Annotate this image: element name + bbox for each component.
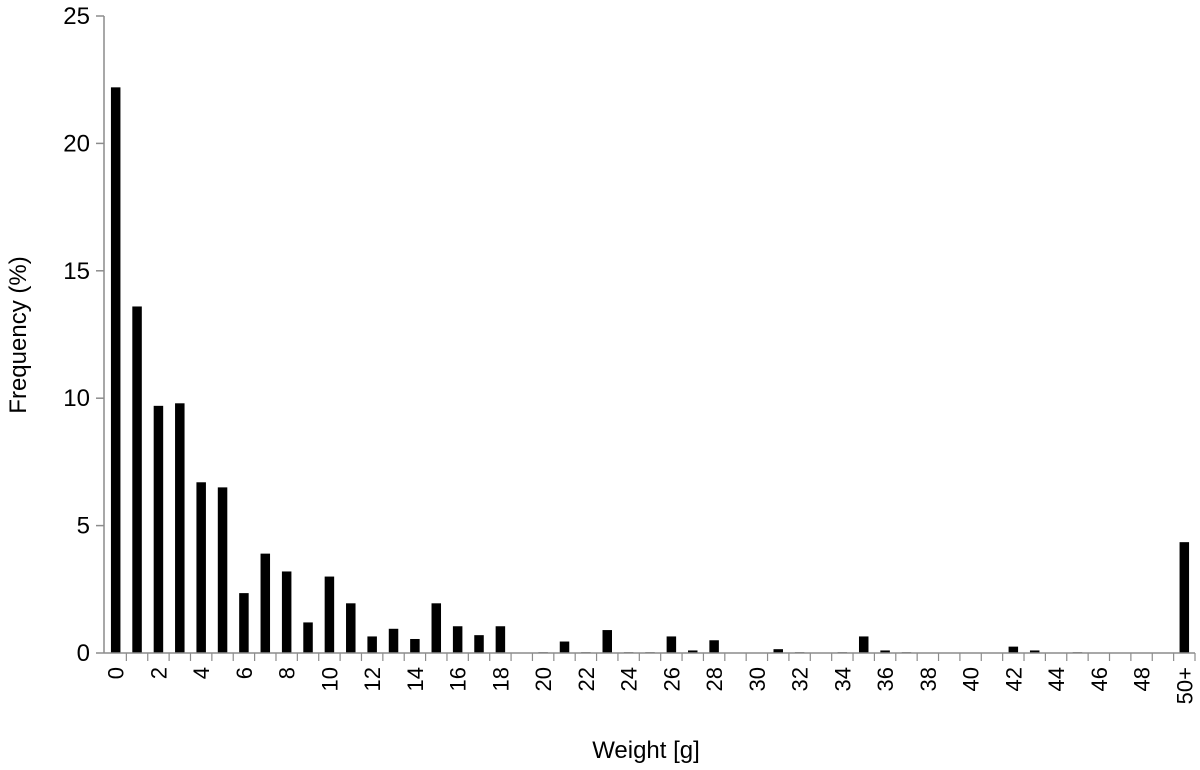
y-tick-label: 0 [77,640,90,667]
bar-23 [602,630,612,653]
bar-7 [260,553,271,653]
bar-26 [666,636,677,653]
x-tick-label: 46 [1087,667,1112,691]
bar-16 [452,626,463,653]
x-tick-label: 8 [275,667,300,679]
y-tick-label: 10 [63,385,90,412]
x-tick-label: 30 [745,667,770,691]
x-tick-label: 4 [189,667,214,679]
x-tick-label: 26 [659,667,684,691]
bar-27 [688,650,698,653]
bar-42 [1008,646,1019,653]
bar-35 [858,636,869,653]
bar-15 [431,603,442,653]
bar-8 [281,571,292,653]
x-tick-label: 44 [1044,667,1069,691]
x-tick-label: 22 [574,667,599,691]
x-tick-label: 6 [232,667,257,679]
bar-2 [153,405,164,653]
bar-5 [217,487,228,653]
x-tick-label: 0 [104,667,129,679]
y-ticks-group: 0 5 10 15 20 25 [63,3,104,667]
y-tick-label: 5 [77,513,90,540]
bar-9 [303,622,313,653]
bar-36 [880,650,890,653]
bar-0 [110,87,121,654]
x-tick-label: 24 [617,667,642,691]
bar-6 [239,593,249,653]
bar-28 [709,640,719,653]
bar-18 [495,626,506,653]
x-ticks-group: 0 2 4 6 8 10 12 14 16 18 20 22 24 26 28 30 32 34 36 38 40 42 4… [104,653,1197,704]
bar-11 [346,603,356,653]
x-tick-label: 16 [446,667,471,691]
y-tick-label: 20 [63,130,90,157]
x-tick-label: 38 [916,667,941,691]
bar-14 [410,638,420,653]
bar-17 [474,635,484,653]
x-axis-title: Weight [g] [592,737,700,764]
bar-13 [388,628,399,653]
x-tick-label: 48 [1130,667,1155,691]
x-tick-label: 14 [403,667,428,691]
bar-3 [175,403,185,653]
bar-43 [1029,650,1040,653]
bar-31 [773,649,783,653]
x-tick-label: 42 [1001,667,1026,691]
x-tick-label: 20 [531,667,556,691]
bar-12 [367,636,377,653]
y-tick-label: 15 [63,258,90,285]
x-tick-label: 32 [788,667,813,691]
x-tick-label: 34 [830,667,855,691]
x-tick-label: 12 [360,667,385,691]
y-axis-title: Frequency (%) [5,256,32,413]
x-tick-label: 36 [873,667,898,691]
x-tick-label: 18 [488,667,513,691]
x-tick-label: 2 [146,667,171,679]
x-tick-label: 10 [317,667,342,691]
x-tick-label: 50+ [1172,667,1197,704]
y-tick-label: 25 [63,3,90,30]
bar-50+ [1179,542,1190,653]
bar-10 [324,576,335,653]
bar-4 [196,482,206,653]
bar-21 [559,641,570,653]
bar-1 [132,306,142,653]
x-tick-label: 40 [959,667,984,691]
x-tick-label: 28 [702,667,727,691]
bars-group [110,87,1190,654]
